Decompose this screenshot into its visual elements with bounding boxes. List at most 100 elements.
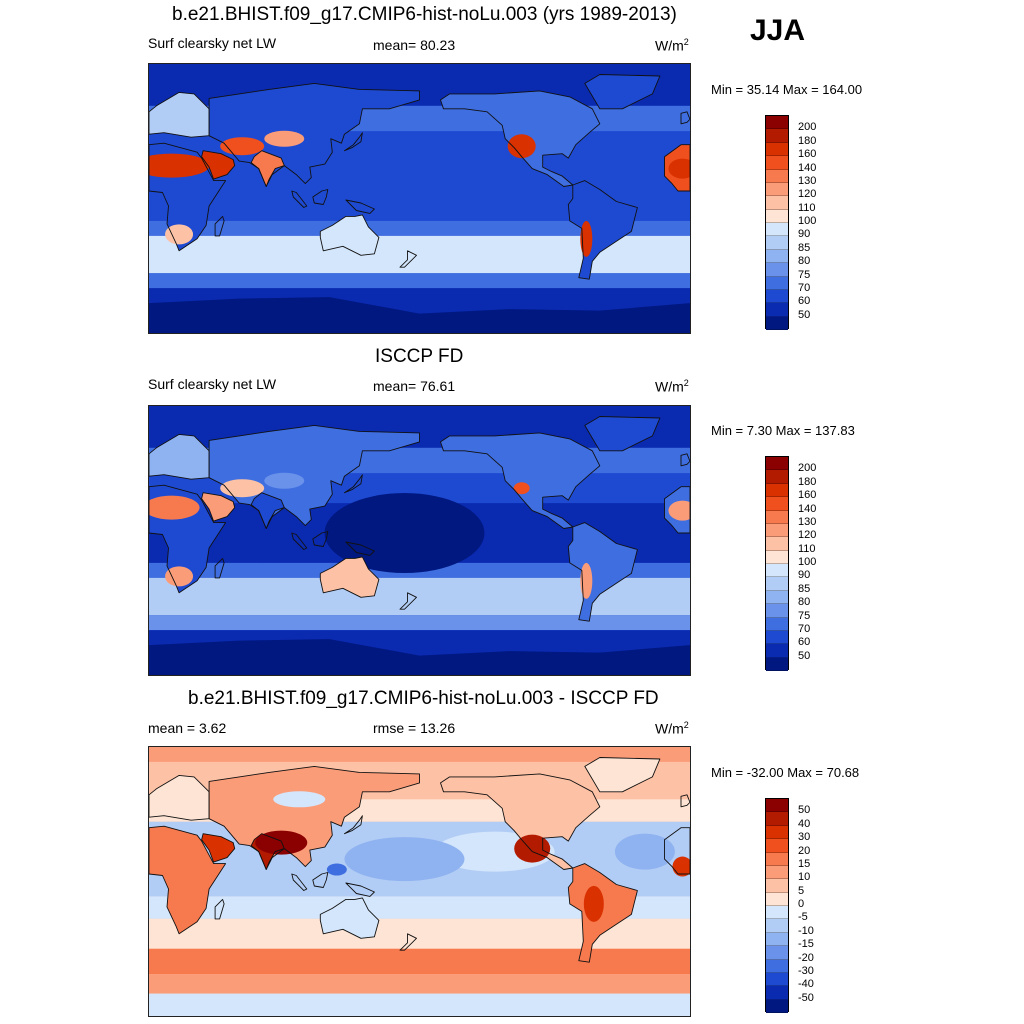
field-anomaly — [614, 833, 675, 870]
coastline-india — [250, 150, 285, 187]
colorbar-tick-label: 0 — [798, 898, 805, 910]
colorbar-tick-label: 160 — [798, 489, 817, 502]
colorbar-swatch — [766, 129, 788, 143]
colorbar-tick-label: 50 — [798, 804, 811, 817]
colorbar-swatch — [766, 276, 788, 290]
map-region — [149, 434, 210, 480]
field-anomaly — [149, 495, 200, 520]
coastline-newguinea — [345, 541, 375, 556]
map-region — [149, 639, 690, 675]
colorbar-tick-label: -10 — [798, 924, 814, 937]
field-anomaly — [668, 500, 690, 521]
coastline-uk — [680, 453, 690, 467]
coastline-uk — [680, 794, 690, 808]
colorbar-tick-label: 50 — [798, 308, 811, 321]
latitude-band — [149, 273, 690, 289]
field-anomaly — [668, 158, 690, 179]
field-anomaly — [273, 791, 326, 808]
coastline-samerica — [567, 522, 638, 622]
colorbar-swatch — [766, 919, 788, 933]
panel-2-variable-label: Surf clearsky net LW — [148, 376, 277, 392]
colorbar-swatch — [766, 604, 788, 618]
map-region — [440, 432, 600, 529]
panel-2-colorbar — [765, 456, 789, 671]
colorbar-tick-label: 75 — [798, 268, 811, 281]
panel-1-mean-label: mean= 80.23 — [373, 37, 456, 53]
colorbar-tick-label: 180 — [798, 475, 817, 488]
panel-3-title: b.e21.BHIST.f09_g17.CMIP6-hist-noLu.003 … — [188, 688, 659, 709]
coastline-africa — [149, 484, 227, 594]
colorbar-tick-label: -15 — [798, 938, 814, 951]
coastline-samerica — [567, 180, 638, 280]
colorbar-swatch — [766, 865, 788, 880]
field-anomaly — [326, 863, 347, 876]
coastline-sumatra — [291, 873, 308, 891]
coastline-sumatra — [291, 532, 308, 550]
colorbar-swatch — [766, 249, 788, 264]
latitude-band — [149, 220, 690, 236]
latitude-band — [149, 993, 690, 1016]
colorbar-tick-label: 140 — [798, 161, 817, 174]
colorbar-tick-label: 200 — [798, 121, 817, 134]
coastline-newguinea — [345, 882, 375, 897]
coastline-borneo — [312, 189, 329, 205]
colorbar-tick-label: 80 — [798, 596, 811, 609]
colorbar-tick-label: 5 — [798, 884, 805, 897]
colorbar-tick-label: 200 — [798, 462, 817, 475]
colorbar-swatch — [766, 986, 788, 1000]
map-region — [320, 897, 379, 939]
colorbar-swatch — [766, 906, 788, 920]
colorbar-tick-label: -5 — [798, 911, 808, 924]
colorbar-tick-label: 160 — [798, 148, 817, 161]
colorbar-tick-label: -40 — [798, 978, 814, 991]
colorbar-swatch — [766, 510, 788, 524]
colorbar-swatch — [766, 236, 788, 250]
colorbar-tick-label: 90 — [798, 228, 811, 241]
coastline-japan — [343, 132, 363, 152]
colorbar-tick-label: 130 — [798, 174, 817, 187]
colorbar-tick-label: 180 — [798, 134, 817, 147]
coastline-africa — [149, 825, 227, 935]
season-label: JJA — [750, 14, 806, 47]
panel-3-rmse-label: rmse = 13.26 — [373, 720, 456, 736]
coastline-namerica — [440, 773, 601, 870]
field-anomaly — [514, 834, 551, 863]
colorbar-swatch — [766, 156, 788, 170]
field-anomaly — [507, 134, 536, 159]
colorbar-swatch — [766, 116, 788, 130]
colorbar-swatch — [766, 523, 788, 538]
map-region — [568, 863, 638, 963]
panel-1-units: W/m2 — [655, 37, 689, 54]
panel-2-title: ISCCP FD — [375, 346, 464, 367]
panel-3-units: W/m2 — [655, 720, 689, 737]
field-anomaly — [672, 856, 690, 877]
map-region — [201, 150, 235, 180]
map-region — [149, 297, 690, 333]
colorbar-tick-label: -30 — [798, 964, 814, 977]
field-anomaly — [165, 566, 194, 587]
colorbar-tick-label: 85 — [798, 241, 811, 254]
field-anomaly — [580, 220, 593, 257]
colorbar-swatch — [766, 972, 788, 987]
colorbar-swatch — [766, 825, 788, 840]
field-anomaly — [224, 518, 315, 563]
colorbar-swatch — [766, 316, 788, 330]
colorbar-tick-label: -50 — [798, 991, 814, 1004]
colorbar-swatch — [766, 142, 788, 157]
map-region — [251, 150, 285, 187]
coastline-australia — [319, 897, 380, 939]
latitude-band — [149, 615, 690, 631]
colorbar-swatch — [766, 959, 788, 973]
coastline-greenland — [584, 416, 661, 452]
panel-3-mean-label: mean = 3.62 — [148, 720, 227, 736]
coastline-borneo — [312, 531, 329, 547]
colorbar-tick-label: 85 — [798, 582, 811, 595]
map-region — [149, 775, 210, 821]
colorbar-tick-label: 120 — [798, 188, 817, 201]
field-anomaly — [165, 224, 194, 245]
colorbar-tick-label: 10 — [798, 871, 811, 884]
coastline-india — [250, 492, 285, 529]
panel-1-title: b.e21.BHIST.f09_g17.CMIP6-hist-noLu.003 … — [172, 4, 677, 25]
coastline-newguinea — [345, 199, 375, 214]
coastline-madagascar — [214, 557, 225, 579]
